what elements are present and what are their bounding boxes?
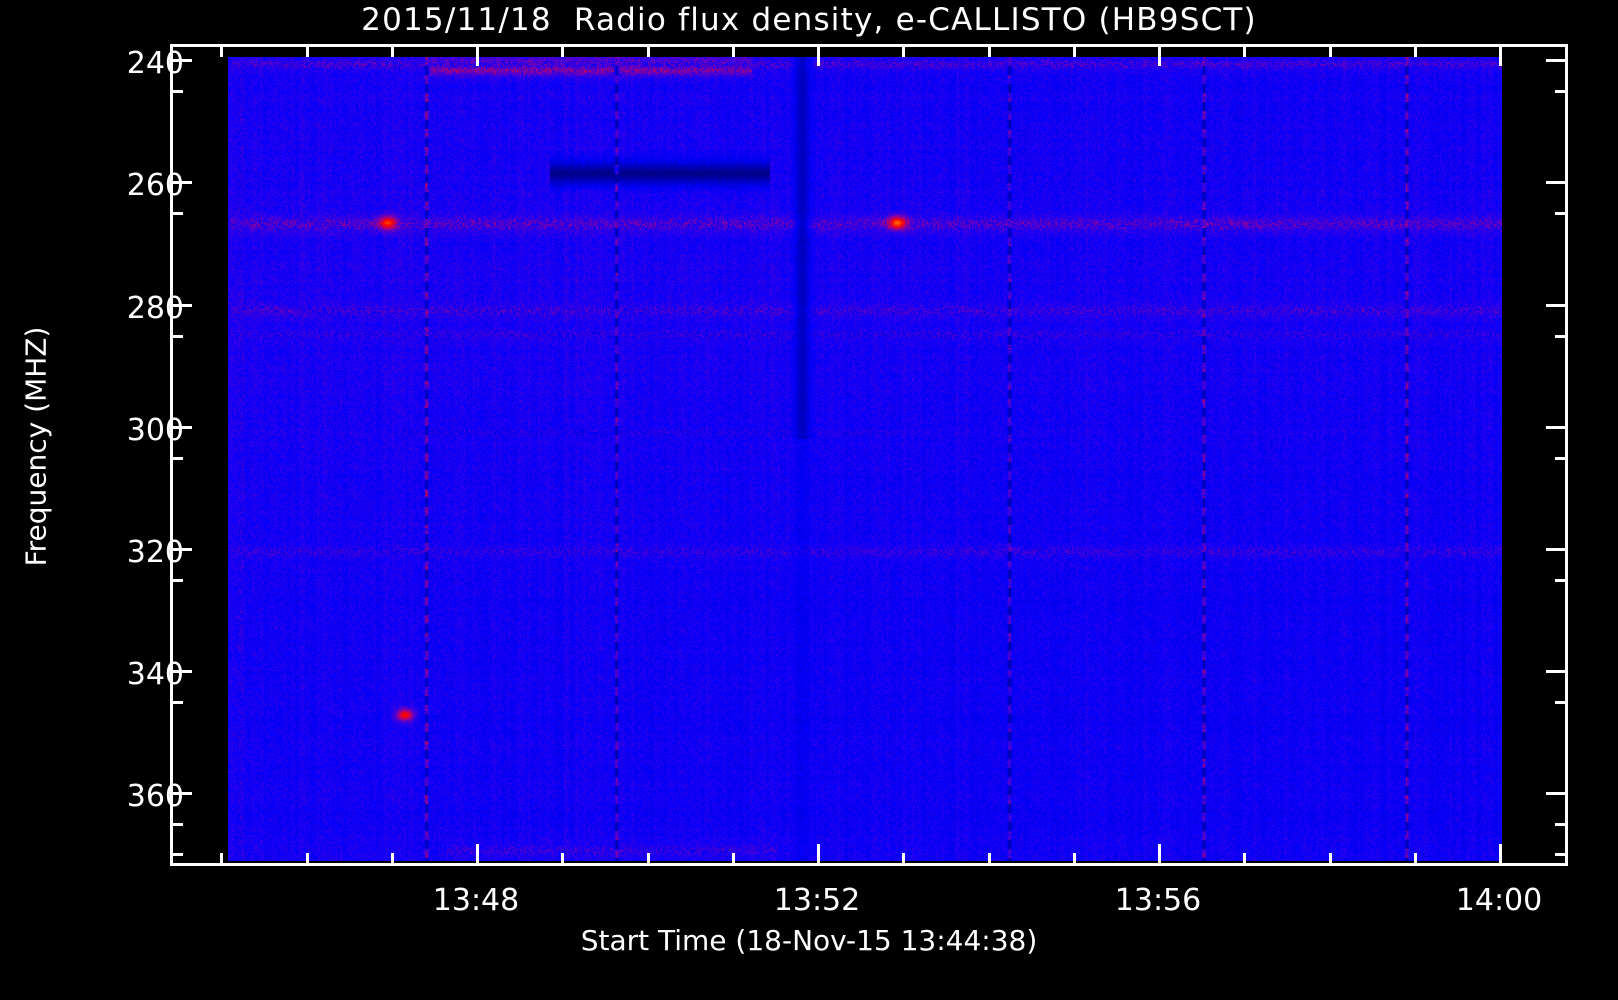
ytick-minor-right-6	[1555, 700, 1568, 704]
ytick-major-right-240	[1546, 59, 1568, 62]
xtick-minor-top-6	[987, 44, 991, 57]
xtick-major-top-1348	[476, 44, 479, 66]
xtick-major-bottom-1400	[1499, 844, 1502, 866]
ytick-minor-right-8	[1555, 853, 1568, 856]
xtick-minor-top--1	[390, 44, 394, 57]
ytick-major-right-300	[1546, 426, 1568, 429]
ytick-minor-left-3	[170, 334, 183, 338]
ytick-major-right-360	[1546, 792, 1568, 795]
ytick-label-360: 360	[126, 779, 184, 814]
xtick-minor-bottom--3	[220, 853, 224, 866]
xtick-minor-top-3	[731, 44, 735, 57]
ytick-major-left-300	[170, 426, 192, 429]
xtick-minor-top-10	[1328, 44, 1332, 57]
ytick-major-left-260	[170, 181, 192, 184]
ytick-minor-right-1	[1555, 89, 1568, 93]
xtick-major-bottom-1356	[1158, 844, 1161, 866]
y-axis-title: Frequency (MHZ)	[19, 326, 53, 567]
ytick-minor-left-8	[170, 853, 183, 856]
xtick-minor-top-7	[1072, 44, 1076, 57]
ytick-minor-left-7	[170, 822, 183, 826]
plot-frame	[170, 44, 1568, 866]
ytick-label-280: 280	[126, 291, 184, 326]
ytick-major-right-260	[1546, 181, 1568, 184]
xtick-minor-bottom-9	[1243, 853, 1247, 866]
ytick-label-260: 260	[126, 168, 184, 203]
ytick-major-left-280	[170, 304, 192, 307]
xtick-label-1352: 13:52	[773, 883, 861, 918]
page-title: 2015/11/18 Radio flux density, e-CALLIST…	[361, 2, 1257, 38]
xtick-minor-bottom-2	[646, 853, 650, 866]
xtick-minor-top-5	[902, 44, 906, 57]
xtick-major-bottom-1352	[817, 844, 820, 866]
ytick-label-240: 240	[126, 46, 184, 81]
xtick-major-top-1356	[1158, 44, 1161, 66]
xtick-minor-bottom-10	[1328, 853, 1332, 866]
ytick-minor-left-2	[170, 211, 183, 215]
ytick-minor-right-7	[1555, 822, 1568, 826]
ytick-major-left-320	[170, 548, 192, 551]
xtick-major-top-1400	[1499, 44, 1502, 66]
xtick-minor-top--3	[220, 44, 224, 57]
xtick-label-1400: 14:00	[1455, 883, 1543, 918]
xtick-minor-bottom-6	[987, 853, 991, 866]
ytick-major-right-320	[1546, 548, 1568, 551]
ytick-label-340: 340	[126, 657, 184, 692]
xtick-minor-bottom-5	[902, 853, 906, 866]
ytick-major-right-280	[1546, 304, 1568, 307]
ytick-minor-right-4	[1555, 456, 1568, 460]
xtick-minor-bottom--1	[390, 853, 394, 866]
xtick-minor-top--2	[305, 44, 309, 57]
xtick-minor-top-11	[1413, 44, 1417, 57]
ytick-minor-left-1	[170, 89, 183, 93]
xtick-minor-bottom--2	[305, 853, 309, 866]
xtick-minor-top-2	[646, 44, 650, 57]
xtick-minor-bottom-7	[1072, 853, 1076, 866]
ytick-label-320: 320	[126, 535, 184, 570]
ytick-major-right-340	[1546, 670, 1568, 673]
xtick-minor-bottom-3	[731, 853, 735, 866]
spectrogram-image	[228, 57, 1502, 861]
ytick-label-300: 300	[126, 413, 184, 448]
xtick-minor-bottom-1	[561, 853, 565, 866]
xtick-minor-bottom-11	[1413, 853, 1417, 866]
xtick-label-1348: 13:48	[432, 883, 520, 918]
ytick-major-left-240	[170, 59, 192, 62]
ytick-minor-right-5	[1555, 578, 1568, 582]
ytick-minor-left-5	[170, 578, 183, 582]
ytick-minor-right-2	[1555, 211, 1568, 215]
xtick-minor-top-1	[561, 44, 565, 57]
xtick-label-1356: 13:56	[1114, 883, 1202, 918]
xtick-minor-top-9	[1243, 44, 1247, 57]
ytick-minor-left-4	[170, 456, 183, 460]
xtick-major-top-1352	[817, 44, 820, 66]
xtick-major-bottom-1348	[476, 844, 479, 866]
ytick-major-left-360	[170, 792, 192, 795]
ytick-minor-left-6	[170, 700, 183, 704]
x-axis-title: Start Time (18-Nov-15 13:44:38)	[580, 924, 1038, 957]
ytick-major-left-340	[170, 670, 192, 673]
ytick-minor-right-3	[1555, 334, 1568, 338]
